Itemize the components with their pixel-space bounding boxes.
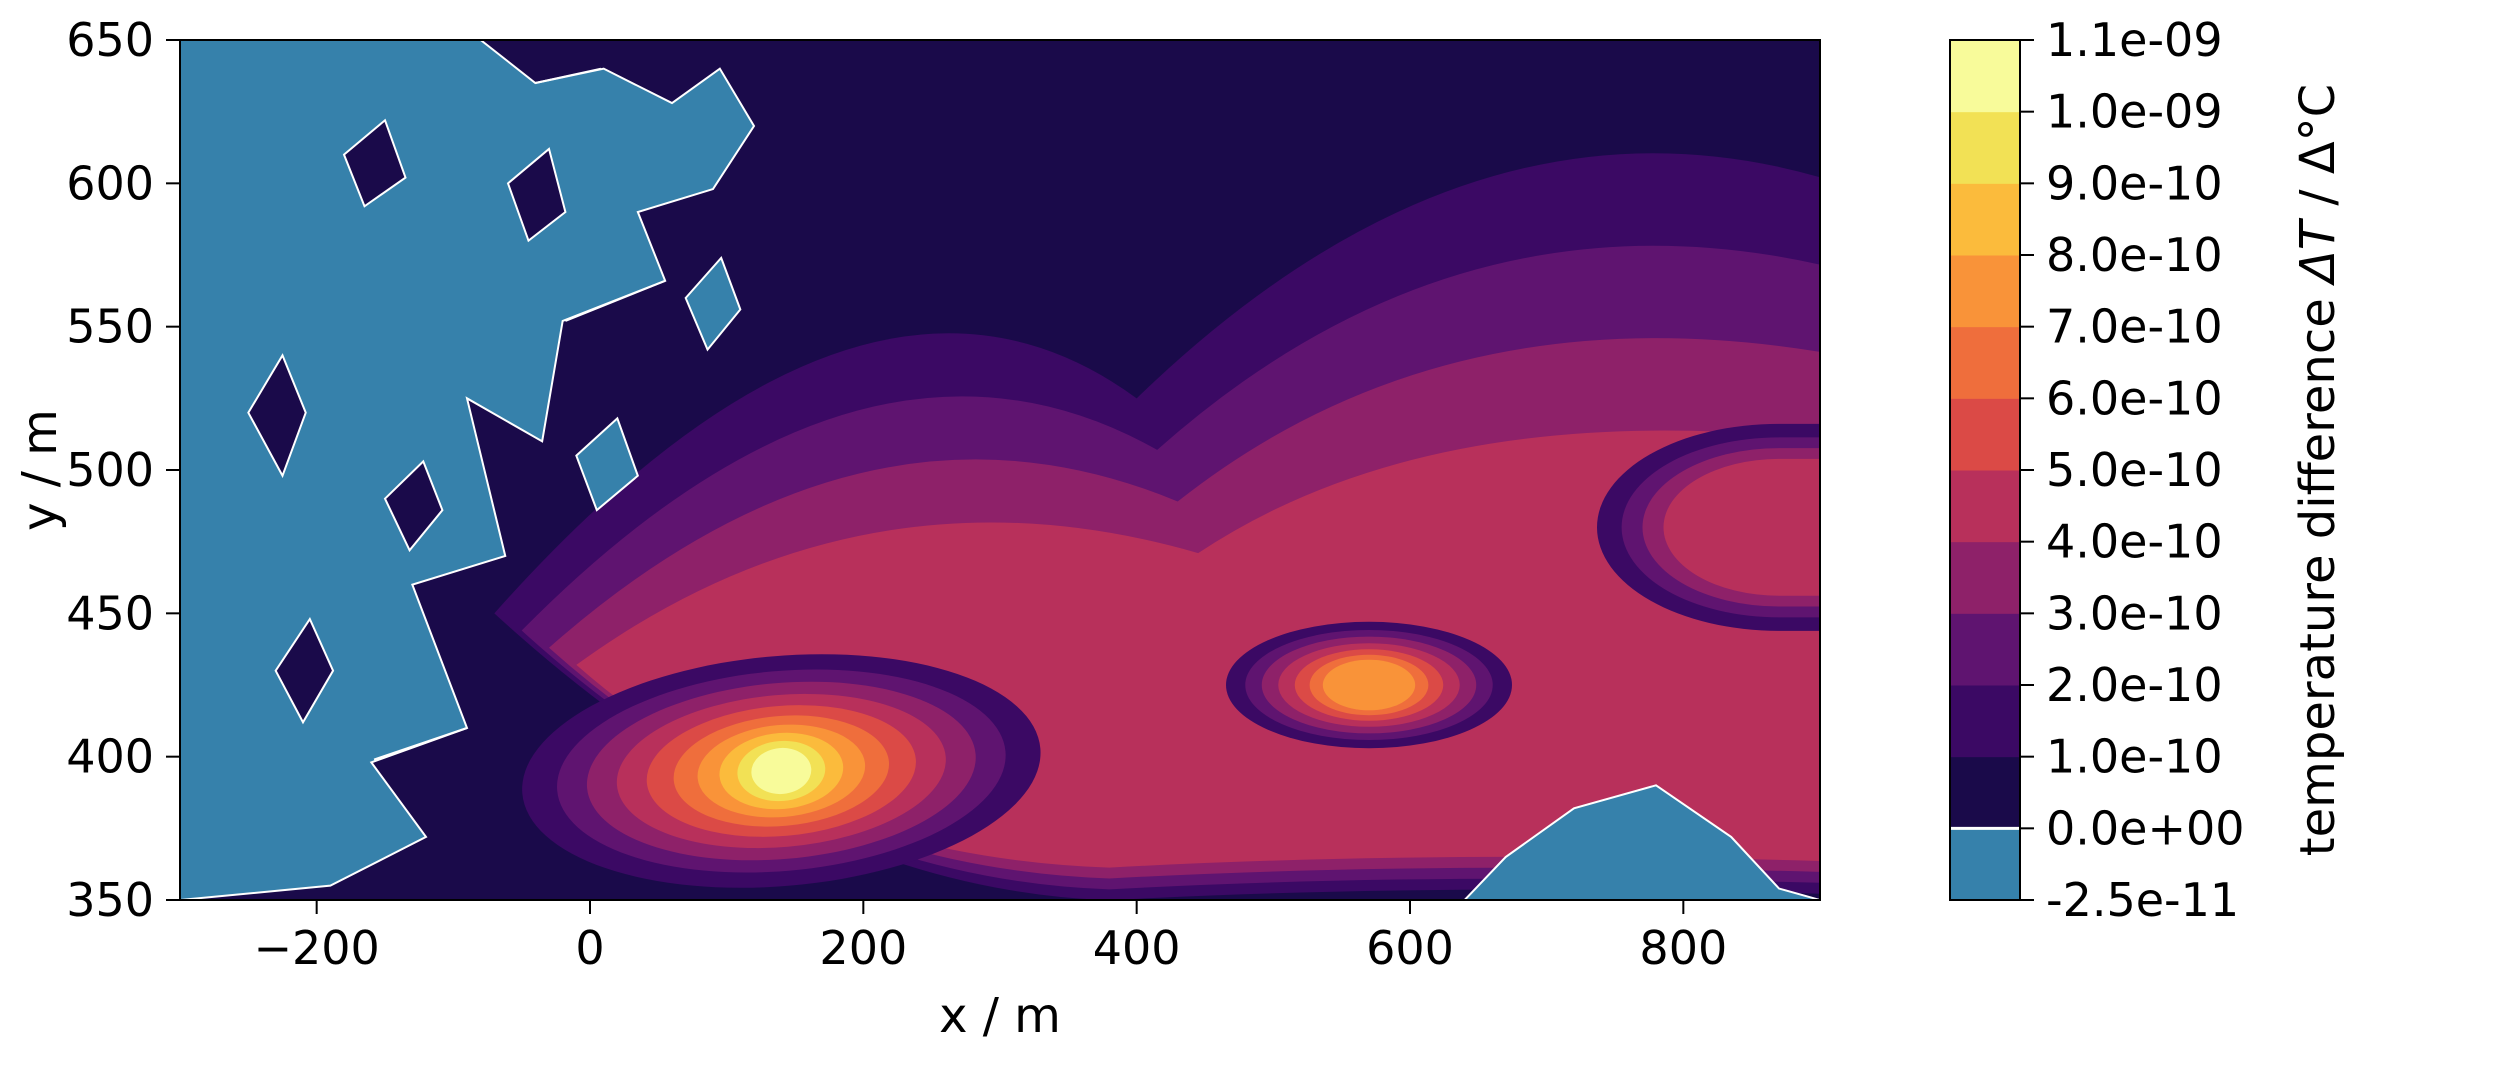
- colorbar-band: [1950, 828, 2020, 900]
- x-tick-label: 0: [575, 921, 604, 975]
- colorbar-label: temperature difference ΔT / Δ°C: [2290, 84, 2346, 856]
- y-tick-label: 350: [66, 873, 154, 927]
- y-tick-label: 450: [66, 586, 154, 640]
- colorbar-band: [1950, 613, 2020, 685]
- colorbar-tick-label: 4.0e-10: [2046, 515, 2223, 569]
- x-tick-label: 400: [1093, 921, 1181, 975]
- colorbar-band: [1950, 470, 2020, 542]
- colorbar-tick-label: 2.0e-10: [2046, 658, 2223, 712]
- colorbar-tick-label: 5.0e-10: [2046, 443, 2223, 497]
- y-tick-label: 500: [66, 443, 154, 497]
- colorbar-tick-label: 9.0e-10: [2046, 156, 2223, 210]
- colorbar-band: [1950, 542, 2020, 614]
- colorbar-tick-label: 6.0e-10: [2046, 371, 2223, 425]
- y-tick-label: 550: [66, 300, 154, 354]
- colorbar-band: [1950, 183, 2020, 255]
- x-tick-label: 200: [819, 921, 907, 975]
- chart-container: −200 0 200 400 600 800 x / m 350 400 450 500 550 600…: [0, 0, 2520, 1080]
- colorbar-tick-label: 3.0e-10: [2046, 586, 2223, 640]
- plot-area: [180, 40, 1840, 914]
- colorbar-band: [1950, 757, 2020, 829]
- colorbar-tick-label: 1.0e-09: [2046, 85, 2223, 139]
- colorbar-band: [1950, 255, 2020, 327]
- colorbar-tick-label: 8.0e-10: [2046, 228, 2223, 282]
- colorbar-tick-label: 7.0e-10: [2046, 300, 2223, 354]
- y-tick-label: 400: [66, 730, 154, 784]
- colorbar-band: [1950, 685, 2020, 757]
- colorbar-tick-label: 1.0e-10: [2046, 730, 2223, 784]
- y-axis-label: y / m: [12, 409, 68, 531]
- x-tick-label: 800: [1639, 921, 1727, 975]
- colorbar-band: [1950, 40, 2020, 112]
- y-tick-label: 650: [66, 13, 154, 67]
- colorbar-band: [1950, 398, 2020, 470]
- colorbar-tick-label: 0.0e+00: [2046, 801, 2245, 855]
- x-tick-label: 600: [1366, 921, 1454, 975]
- y-tick-label: 600: [66, 156, 154, 210]
- colorbar-tick-label: -2.5e-11: [2046, 873, 2239, 927]
- colorbar-band: [1950, 327, 2020, 399]
- x-tick-label: −200: [253, 921, 379, 975]
- contour-plot-svg: −200 0 200 400 600 800 x / m 350 400 450 500 550 600…: [0, 0, 2520, 1080]
- x-axis-label: x / m: [939, 988, 1061, 1044]
- colorbar-tick-label: 1.1e-09: [2046, 13, 2223, 67]
- colorbar-band: [1950, 112, 2020, 184]
